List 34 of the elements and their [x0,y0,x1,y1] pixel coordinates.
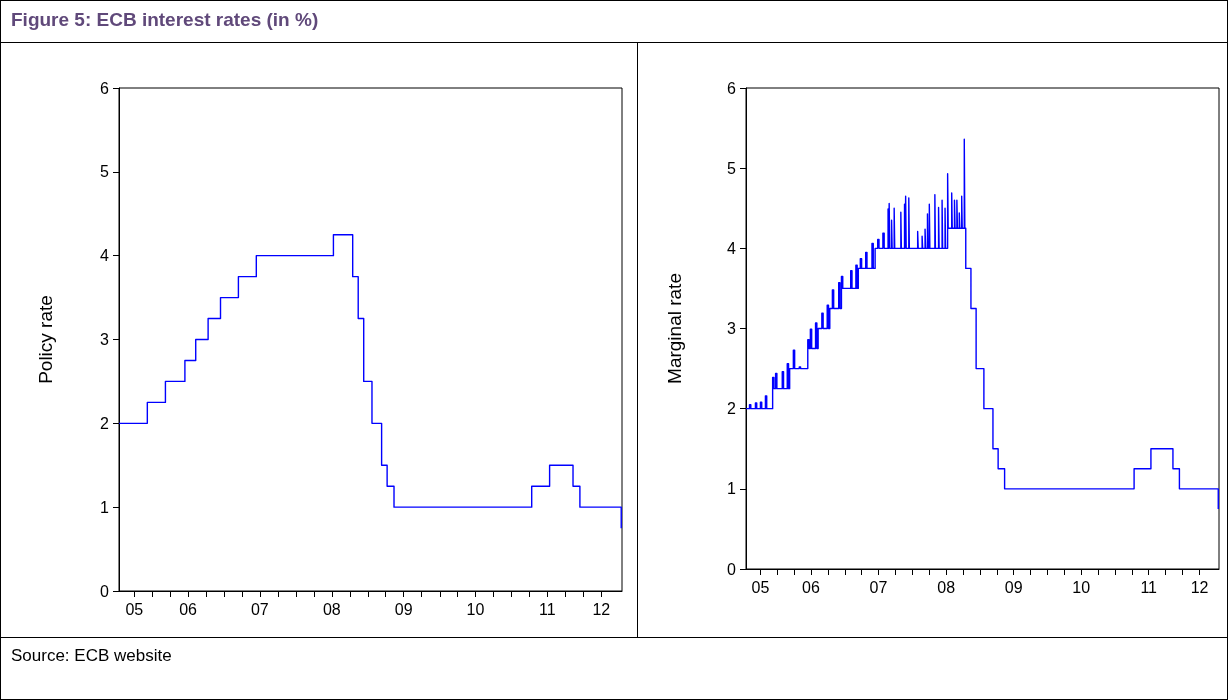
source-note: Source: ECB website [1,637,1227,674]
y-tick-label: 2 [100,414,110,432]
x-tick-label: 06 [802,578,820,596]
x-tick-label: 09 [1004,578,1023,596]
x-tick-label: 10 [466,600,485,618]
x-tick-label: 11 [1140,578,1158,596]
y-tick-label: 2 [727,400,737,418]
y-tick-label: 0 [727,560,737,578]
y-tick-label: 5 [727,159,737,177]
x-tick-label: 07 [869,578,888,596]
x-tick-label: 09 [394,600,413,618]
x-tick-label: 05 [125,600,144,618]
y-tick-label: 4 [100,247,110,265]
y-tick-label: 0 [100,582,110,600]
x-tick-label: 10 [1072,578,1091,596]
x-tick-label: 11 [538,600,556,618]
y-tick-label: 4 [727,239,737,257]
x-tick-label: 12 [1190,578,1209,596]
y-axis-title: Policy rate [35,295,56,384]
x-tick-label: 07 [250,600,269,618]
x-tick-label: 05 [751,578,770,596]
x-tick-label: 06 [179,600,198,618]
y-tick-label: 3 [727,320,737,337]
x-tick-label: 08 [937,578,956,596]
y-axis-title: Marginal rate [664,273,685,384]
y-tick-label: 5 [100,163,110,181]
y-tick-label: 1 [100,498,110,516]
x-tick-label: 12 [592,600,611,618]
x-tick-label: 08 [322,600,341,618]
y-tick-label: 6 [100,79,110,97]
chart-title: Figure 5: ECB interest rates (in %) [1,1,1227,43]
y-tick-label: 3 [100,331,110,348]
y-tick-label: 6 [727,79,737,97]
y-tick-label: 1 [727,480,737,498]
